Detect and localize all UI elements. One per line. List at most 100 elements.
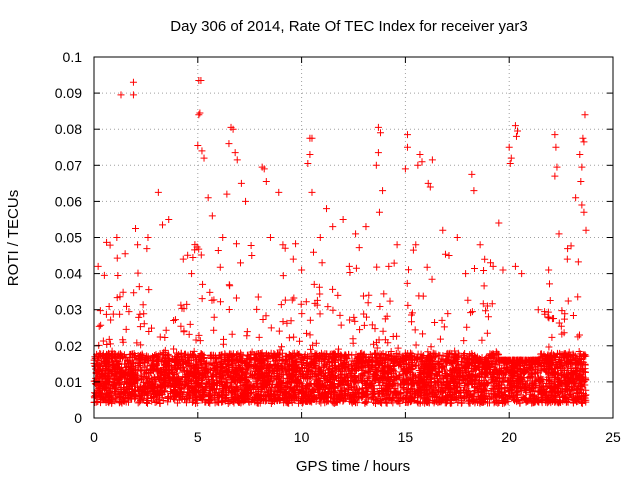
data-point xyxy=(103,311,110,318)
data-point xyxy=(163,327,170,334)
data-point xyxy=(424,264,431,271)
data-point xyxy=(143,245,150,252)
data-point xyxy=(170,317,177,324)
data-point xyxy=(280,318,287,325)
data-point xyxy=(431,319,438,326)
data-point xyxy=(460,337,467,344)
data-point xyxy=(391,260,398,267)
data-point xyxy=(114,272,121,279)
data-point xyxy=(248,242,255,249)
data-point xyxy=(145,286,152,293)
data-point xyxy=(136,311,143,318)
data-point xyxy=(482,307,489,314)
data-point xyxy=(481,256,488,263)
data-point xyxy=(226,306,233,313)
data-point xyxy=(380,328,387,335)
data-point xyxy=(324,303,331,310)
data-point xyxy=(353,265,360,272)
data-point xyxy=(210,327,217,334)
data-point xyxy=(135,314,142,321)
data-point xyxy=(419,330,426,337)
data-points xyxy=(91,77,590,407)
data-point xyxy=(429,276,436,283)
data-point xyxy=(187,321,194,328)
data-point xyxy=(334,292,341,299)
data-point xyxy=(177,323,184,330)
data-point xyxy=(303,330,310,337)
data-point xyxy=(574,293,581,300)
data-point xyxy=(395,345,402,352)
data-point xyxy=(310,249,317,256)
data-point xyxy=(278,343,285,350)
data-point xyxy=(177,302,184,309)
data-point xyxy=(116,311,123,318)
data-point xyxy=(268,324,275,331)
data-point xyxy=(575,258,582,265)
data-point xyxy=(97,307,104,314)
data-point xyxy=(282,297,289,304)
data-point xyxy=(415,292,422,299)
data-point xyxy=(346,269,353,276)
data-point xyxy=(437,336,444,343)
data-point xyxy=(463,324,470,331)
data-point xyxy=(329,286,336,293)
data-point xyxy=(317,310,324,317)
data-point xyxy=(211,314,218,321)
data-point xyxy=(217,298,224,305)
data-point xyxy=(172,316,179,323)
data-point xyxy=(96,323,103,330)
data-point xyxy=(253,306,260,313)
data-point xyxy=(546,280,553,287)
data-point xyxy=(280,272,287,279)
data-point xyxy=(123,326,130,333)
data-point xyxy=(548,334,555,341)
data-point xyxy=(336,312,343,319)
data-point xyxy=(170,346,177,353)
data-point xyxy=(413,342,420,349)
data-point xyxy=(444,310,451,317)
data-point xyxy=(114,255,121,262)
data-point xyxy=(256,334,263,341)
data-point xyxy=(570,312,577,319)
data-point xyxy=(480,267,487,274)
data-point xyxy=(467,309,474,316)
data-point xyxy=(365,299,372,306)
data-point xyxy=(199,295,206,302)
data-point xyxy=(140,301,147,308)
data-point xyxy=(549,315,556,322)
data-point xyxy=(484,330,491,337)
data-point xyxy=(370,341,377,348)
data-point xyxy=(380,290,387,297)
data-point xyxy=(576,332,583,339)
data-point xyxy=(408,318,415,325)
data-point xyxy=(404,302,411,309)
data-point xyxy=(100,337,107,344)
data-point xyxy=(286,334,293,341)
data-point xyxy=(244,328,251,335)
data-point xyxy=(233,240,240,247)
data-point xyxy=(215,247,222,254)
data-point xyxy=(134,270,141,277)
data-point xyxy=(405,266,412,273)
data-point xyxy=(441,323,448,330)
data-point xyxy=(373,264,380,271)
data-point xyxy=(478,337,485,344)
data-point xyxy=(106,303,113,310)
data-point xyxy=(356,244,363,251)
data-point xyxy=(547,297,554,304)
data-point xyxy=(545,314,552,321)
data-point xyxy=(276,328,283,335)
data-point xyxy=(485,313,492,320)
data-point xyxy=(199,281,206,288)
data-point xyxy=(545,344,552,351)
data-point xyxy=(237,259,244,266)
data-point xyxy=(233,295,240,302)
data-point xyxy=(140,310,147,317)
data-point xyxy=(387,298,394,305)
data-point xyxy=(229,331,236,338)
data-point xyxy=(442,251,449,258)
data-point xyxy=(349,335,356,342)
data-point xyxy=(255,293,262,300)
data-point xyxy=(290,334,297,341)
